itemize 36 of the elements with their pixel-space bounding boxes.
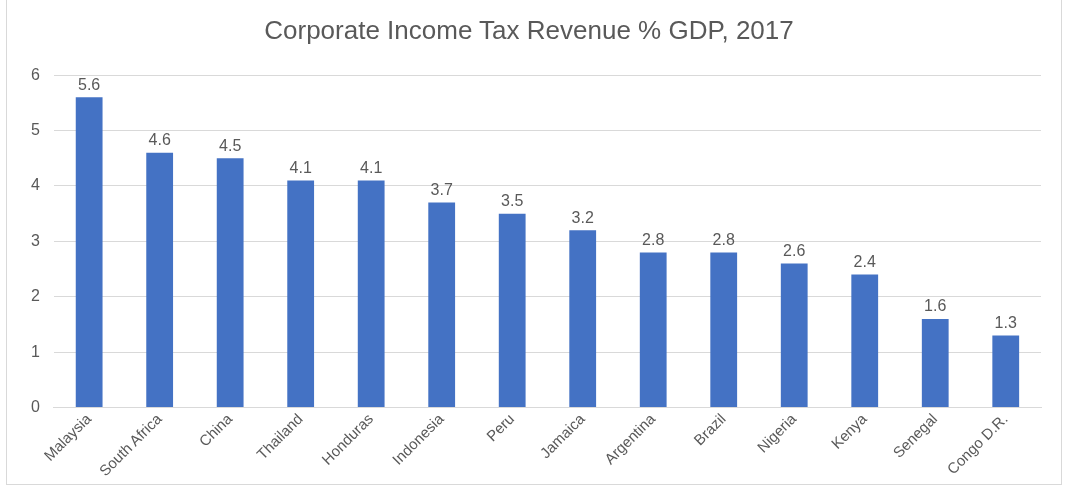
chart-title: Corporate Income Tax Revenue % GDP, 2017 (264, 14, 794, 45)
y-tick-label: 1 (30, 342, 40, 360)
bar (992, 335, 1020, 407)
data-label: 1.6 (924, 297, 947, 315)
data-label: 1.3 (994, 313, 1017, 331)
data-label: 2.8 (642, 230, 665, 248)
y-tick-label: 0 (30, 397, 40, 415)
bar (357, 180, 385, 407)
data-label: 3.5 (501, 192, 524, 210)
bar (498, 213, 526, 407)
y-tick-label: 6 (30, 65, 40, 83)
bar (569, 230, 597, 407)
data-label: 4.6 (148, 131, 171, 149)
y-tick-label: 2 (30, 287, 40, 305)
data-label: 4.1 (289, 158, 312, 176)
data-label: 4.5 (219, 136, 242, 154)
data-label: 4.1 (360, 158, 383, 176)
bar (780, 263, 808, 407)
bar (710, 252, 738, 407)
data-label: 2.8 (712, 230, 735, 248)
y-tick-label: 5 (30, 120, 40, 138)
bar (639, 252, 667, 407)
bar (921, 318, 949, 407)
bar (146, 152, 174, 407)
data-label: 2.4 (853, 252, 876, 270)
bar (287, 180, 315, 407)
data-label: 3.7 (430, 180, 453, 198)
bar (851, 274, 879, 407)
y-tick-label: 3 (30, 231, 40, 249)
bar (428, 202, 456, 407)
bar (216, 158, 244, 407)
data-label: 3.2 (571, 208, 594, 226)
data-label: 2.6 (783, 241, 806, 259)
y-tick-label: 4 (30, 176, 40, 194)
data-label: 5.6 (78, 75, 101, 93)
bar (75, 97, 103, 407)
